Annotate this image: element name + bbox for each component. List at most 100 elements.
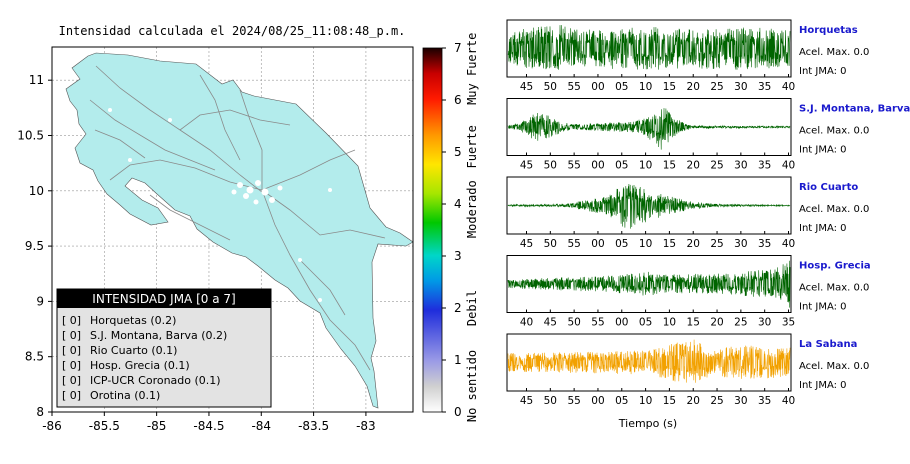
waveform bbox=[507, 339, 791, 383]
legend-entry-level: [ 0] bbox=[62, 314, 81, 327]
legend-entry-name: ICP-UCR Coronado (0.1) bbox=[90, 374, 221, 387]
trace-tick-label: 35 bbox=[758, 81, 771, 93]
colorbar-tick-label: 4 bbox=[454, 197, 462, 211]
legend-entry-name: Orotina (0.1) bbox=[90, 389, 160, 402]
colorbar-tick-label: 5 bbox=[454, 145, 462, 159]
map-x-tick-label: -84.5 bbox=[193, 419, 224, 433]
trace-tick-label: 40 bbox=[782, 160, 795, 172]
accel-max: Acel. Max. 0.0 bbox=[799, 204, 869, 215]
trace-tick-label: 15 bbox=[663, 81, 676, 93]
map-frame bbox=[51, 46, 414, 413]
int-jma: Int JMA: 0 bbox=[799, 66, 847, 77]
trace-tick-label: 50 bbox=[544, 395, 557, 407]
legend-entries: [ 0] Horquetas (0.2) [ 0] S.J. Montana, Bar… bbox=[62, 314, 227, 402]
accel-max: Acel. Max. 0.0 bbox=[799, 361, 869, 372]
map-x-tick-label: -86 bbox=[42, 419, 62, 433]
colorbar-tick-label: 2 bbox=[454, 301, 462, 315]
trace-tick-label: 55 bbox=[567, 238, 580, 250]
legend-entry-name: S.J. Montana, Barva (0.2) bbox=[90, 329, 227, 342]
road-network bbox=[89, 65, 386, 371]
colorbar-category-label: Muy Fuerte bbox=[465, 33, 479, 105]
legend-entry-level: [ 0] bbox=[62, 359, 81, 372]
waveform bbox=[507, 25, 791, 70]
trace-tick-label: 50 bbox=[544, 160, 557, 172]
trace-tick-label: 30 bbox=[734, 160, 747, 172]
int-jma: Int JMA: 0 bbox=[799, 145, 847, 156]
int-jma: Int JMA: 0 bbox=[799, 223, 847, 234]
trace-tick-label: 05 bbox=[615, 81, 628, 93]
accel-max: Acel. Max. 0.0 bbox=[799, 283, 869, 294]
map-title: Intensidad calculada el 2024/08/25_11:08… bbox=[59, 24, 406, 38]
trace-tick-label: 15 bbox=[663, 238, 676, 250]
trace-tick-label: 00 bbox=[591, 160, 604, 172]
colorbar-tick-label: 6 bbox=[454, 93, 462, 107]
colorbar-tick-label: 1 bbox=[454, 353, 462, 367]
trace-tick-label: 00 bbox=[591, 238, 604, 250]
trace-tick-label: 15 bbox=[663, 160, 676, 172]
trace-tick-label: 05 bbox=[615, 395, 628, 407]
map-x-tick-label: -83 bbox=[356, 419, 376, 433]
colorbar-category-label: Fuerte bbox=[465, 125, 479, 168]
accel-max: Acel. Max. 0.0 bbox=[799, 126, 869, 137]
legend-entry-name: Rio Cuarto (0.1) bbox=[90, 344, 177, 357]
colorbar-category-label: Moderado bbox=[465, 180, 479, 238]
seismogram-panels: 45 50 55 00 05 10 15 20 25 30 35 40 Horquetas Acel. M… bbox=[506, 19, 910, 407]
station-name: S.J. Montana, Barva bbox=[799, 104, 910, 115]
map-y-tick-label: 11 bbox=[29, 73, 44, 87]
seismogram-0: 45 50 55 00 05 10 15 20 25 30 35 40 Horquetas Acel. M… bbox=[506, 19, 869, 93]
trace-tick-label: 25 bbox=[710, 160, 723, 172]
trace-tick-label: 45 bbox=[520, 395, 533, 407]
colorbar-tick-label: 3 bbox=[454, 249, 462, 263]
trace-tick-label: 15 bbox=[687, 317, 700, 329]
trace-tick-label: 20 bbox=[710, 317, 723, 329]
costa-rica-land bbox=[65, 52, 414, 409]
trace-tick-label: 20 bbox=[687, 160, 700, 172]
map-x-axis: -86 -85.5 -85 -84.5 -84 -83.5 -83 bbox=[42, 412, 376, 433]
trace-tick-label: 10 bbox=[639, 395, 652, 407]
map-y-tick-label: 9 bbox=[36, 294, 44, 308]
map-y-tick-label: 10.5 bbox=[17, 128, 44, 142]
legend-entry-name: Horquetas (0.2) bbox=[90, 314, 176, 327]
waveform bbox=[507, 260, 791, 308]
trace-tick-label: 05 bbox=[615, 238, 628, 250]
trace-tick-label: 45 bbox=[544, 317, 557, 329]
seismogram-2: 45 50 55 00 05 10 15 20 25 30 35 40 Rio Cuarto Acel. … bbox=[506, 176, 869, 250]
trace-tick-label: 45 bbox=[520, 238, 533, 250]
int-jma: Int JMA: 0 bbox=[799, 302, 847, 313]
colorbar-tick-label: 0 bbox=[454, 405, 462, 419]
colorbar-ticks: 0 1 2 3 4 5 6 7 bbox=[442, 41, 462, 419]
map-y-axis: 8 8.5 9 9.5 10 10.5 11 bbox=[17, 73, 52, 419]
trace-tick-label: 25 bbox=[734, 317, 747, 329]
trace-tick-label: 40 bbox=[782, 395, 795, 407]
city-cluster bbox=[108, 108, 332, 302]
trace-tick-label: 00 bbox=[591, 395, 604, 407]
legend-entry-level: [ 0] bbox=[62, 389, 81, 402]
legend-header bbox=[57, 289, 271, 308]
trace-tick-label: 10 bbox=[639, 238, 652, 250]
seismogram-4: 45 50 55 00 05 10 15 20 25 30 35 40 La Sabana Acel. M… bbox=[506, 333, 869, 407]
legend-entry-level: [ 0] bbox=[62, 374, 81, 387]
trace-tick-label: 30 bbox=[734, 395, 747, 407]
waveform bbox=[507, 183, 791, 229]
trace-tick-label: 00 bbox=[591, 81, 604, 93]
trace-tick-label: 25 bbox=[710, 238, 723, 250]
trace-tick-label: 30 bbox=[758, 317, 771, 329]
colorbar-labels: No sentido Debil Moderado Fuerte Muy Fuerte bbox=[465, 33, 479, 422]
colorbar-tick-label: 7 bbox=[454, 41, 462, 55]
trace-tick-label: 40 bbox=[782, 238, 795, 250]
colorbar-category-label: Debil bbox=[465, 290, 479, 326]
seismogram-1: 45 50 55 00 05 10 15 20 25 30 35 40 S.J. Montana, Ba… bbox=[506, 98, 910, 172]
map-y-tick-label: 9.5 bbox=[25, 239, 44, 253]
trace-tick-label: 25 bbox=[710, 81, 723, 93]
trace-tick-label: 35 bbox=[758, 395, 771, 407]
trace-tick-label: 50 bbox=[544, 81, 557, 93]
station-name: La Sabana bbox=[799, 339, 857, 350]
legend-box bbox=[56, 288, 272, 408]
map-x-tick-label: -85 bbox=[147, 419, 167, 433]
trace-tick-label: 40 bbox=[782, 81, 795, 93]
trace-tick-label: 35 bbox=[758, 238, 771, 250]
trace-tick-label: 40 bbox=[520, 317, 533, 329]
trace-tick-label: 50 bbox=[567, 317, 580, 329]
trace-tick-label: 45 bbox=[520, 81, 533, 93]
